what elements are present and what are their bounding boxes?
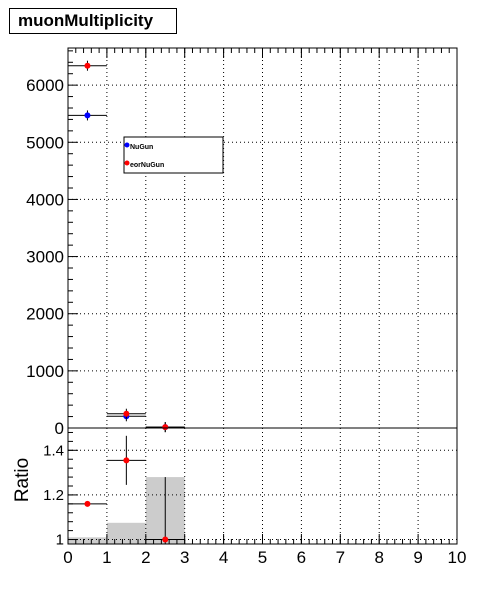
legend-label: eorNuGun: [130, 162, 164, 169]
x-tick-label: 2: [141, 548, 150, 567]
top-panel-ticks: 0 1000 2000 3000 4000 5000 6000: [26, 48, 458, 438]
x-tick-label: 3: [180, 548, 189, 567]
ratio-band: [68, 477, 185, 544]
y-tick-label: 6000: [26, 76, 64, 95]
ratio-y-tick-label: 1.2: [43, 487, 64, 504]
y-tick-label: 5000: [26, 133, 64, 152]
ratio-y-tick-label: 1: [56, 532, 64, 549]
ratio-panel-marks: [68, 435, 185, 544]
data-point: [123, 410, 130, 417]
x-tick-label: 1: [102, 548, 111, 567]
data-point: [162, 424, 169, 431]
x-tick-label: 10: [448, 548, 467, 567]
top-panel-grid: [68, 48, 457, 429]
legend-marker: [124, 142, 130, 148]
ratio-point: [162, 536, 169, 543]
ratio-point: [84, 500, 91, 507]
x-tick-label: 4: [219, 548, 228, 567]
y-tick-label: 4000: [26, 190, 64, 209]
ratio-panel-grid: [68, 428, 457, 544]
chart-title: muonMultiplicity: [9, 8, 177, 34]
x-tick-label: 7: [336, 548, 345, 567]
legend: NuGun eorNuGun: [123, 136, 224, 174]
top-panel-marks: [68, 60, 185, 433]
y-tick-label: 1000: [26, 362, 64, 381]
ratio-band-bin: [68, 537, 107, 544]
legend-label: NuGun: [130, 144, 153, 151]
data-point: [84, 112, 91, 119]
x-tick-label: 8: [374, 548, 383, 567]
ratio-band-bin: [106, 522, 146, 544]
y-tick-label: 0: [55, 419, 64, 438]
x-tick-label: 5: [258, 548, 267, 567]
y-tick-label: 3000: [26, 248, 64, 267]
x-tick-label: 9: [413, 548, 422, 567]
ratio-point: [123, 457, 130, 464]
ratio-y-tick-label: 1.4: [43, 442, 64, 459]
data-point: [84, 62, 91, 69]
ratio-axis-title: Ratio: [12, 458, 33, 502]
legend-box: [123, 136, 224, 174]
y-tick-label: 2000: [26, 305, 64, 324]
legend-marker: [124, 160, 130, 166]
x-tick-label: 0: [63, 548, 72, 567]
x-tick-label: 6: [297, 548, 306, 567]
